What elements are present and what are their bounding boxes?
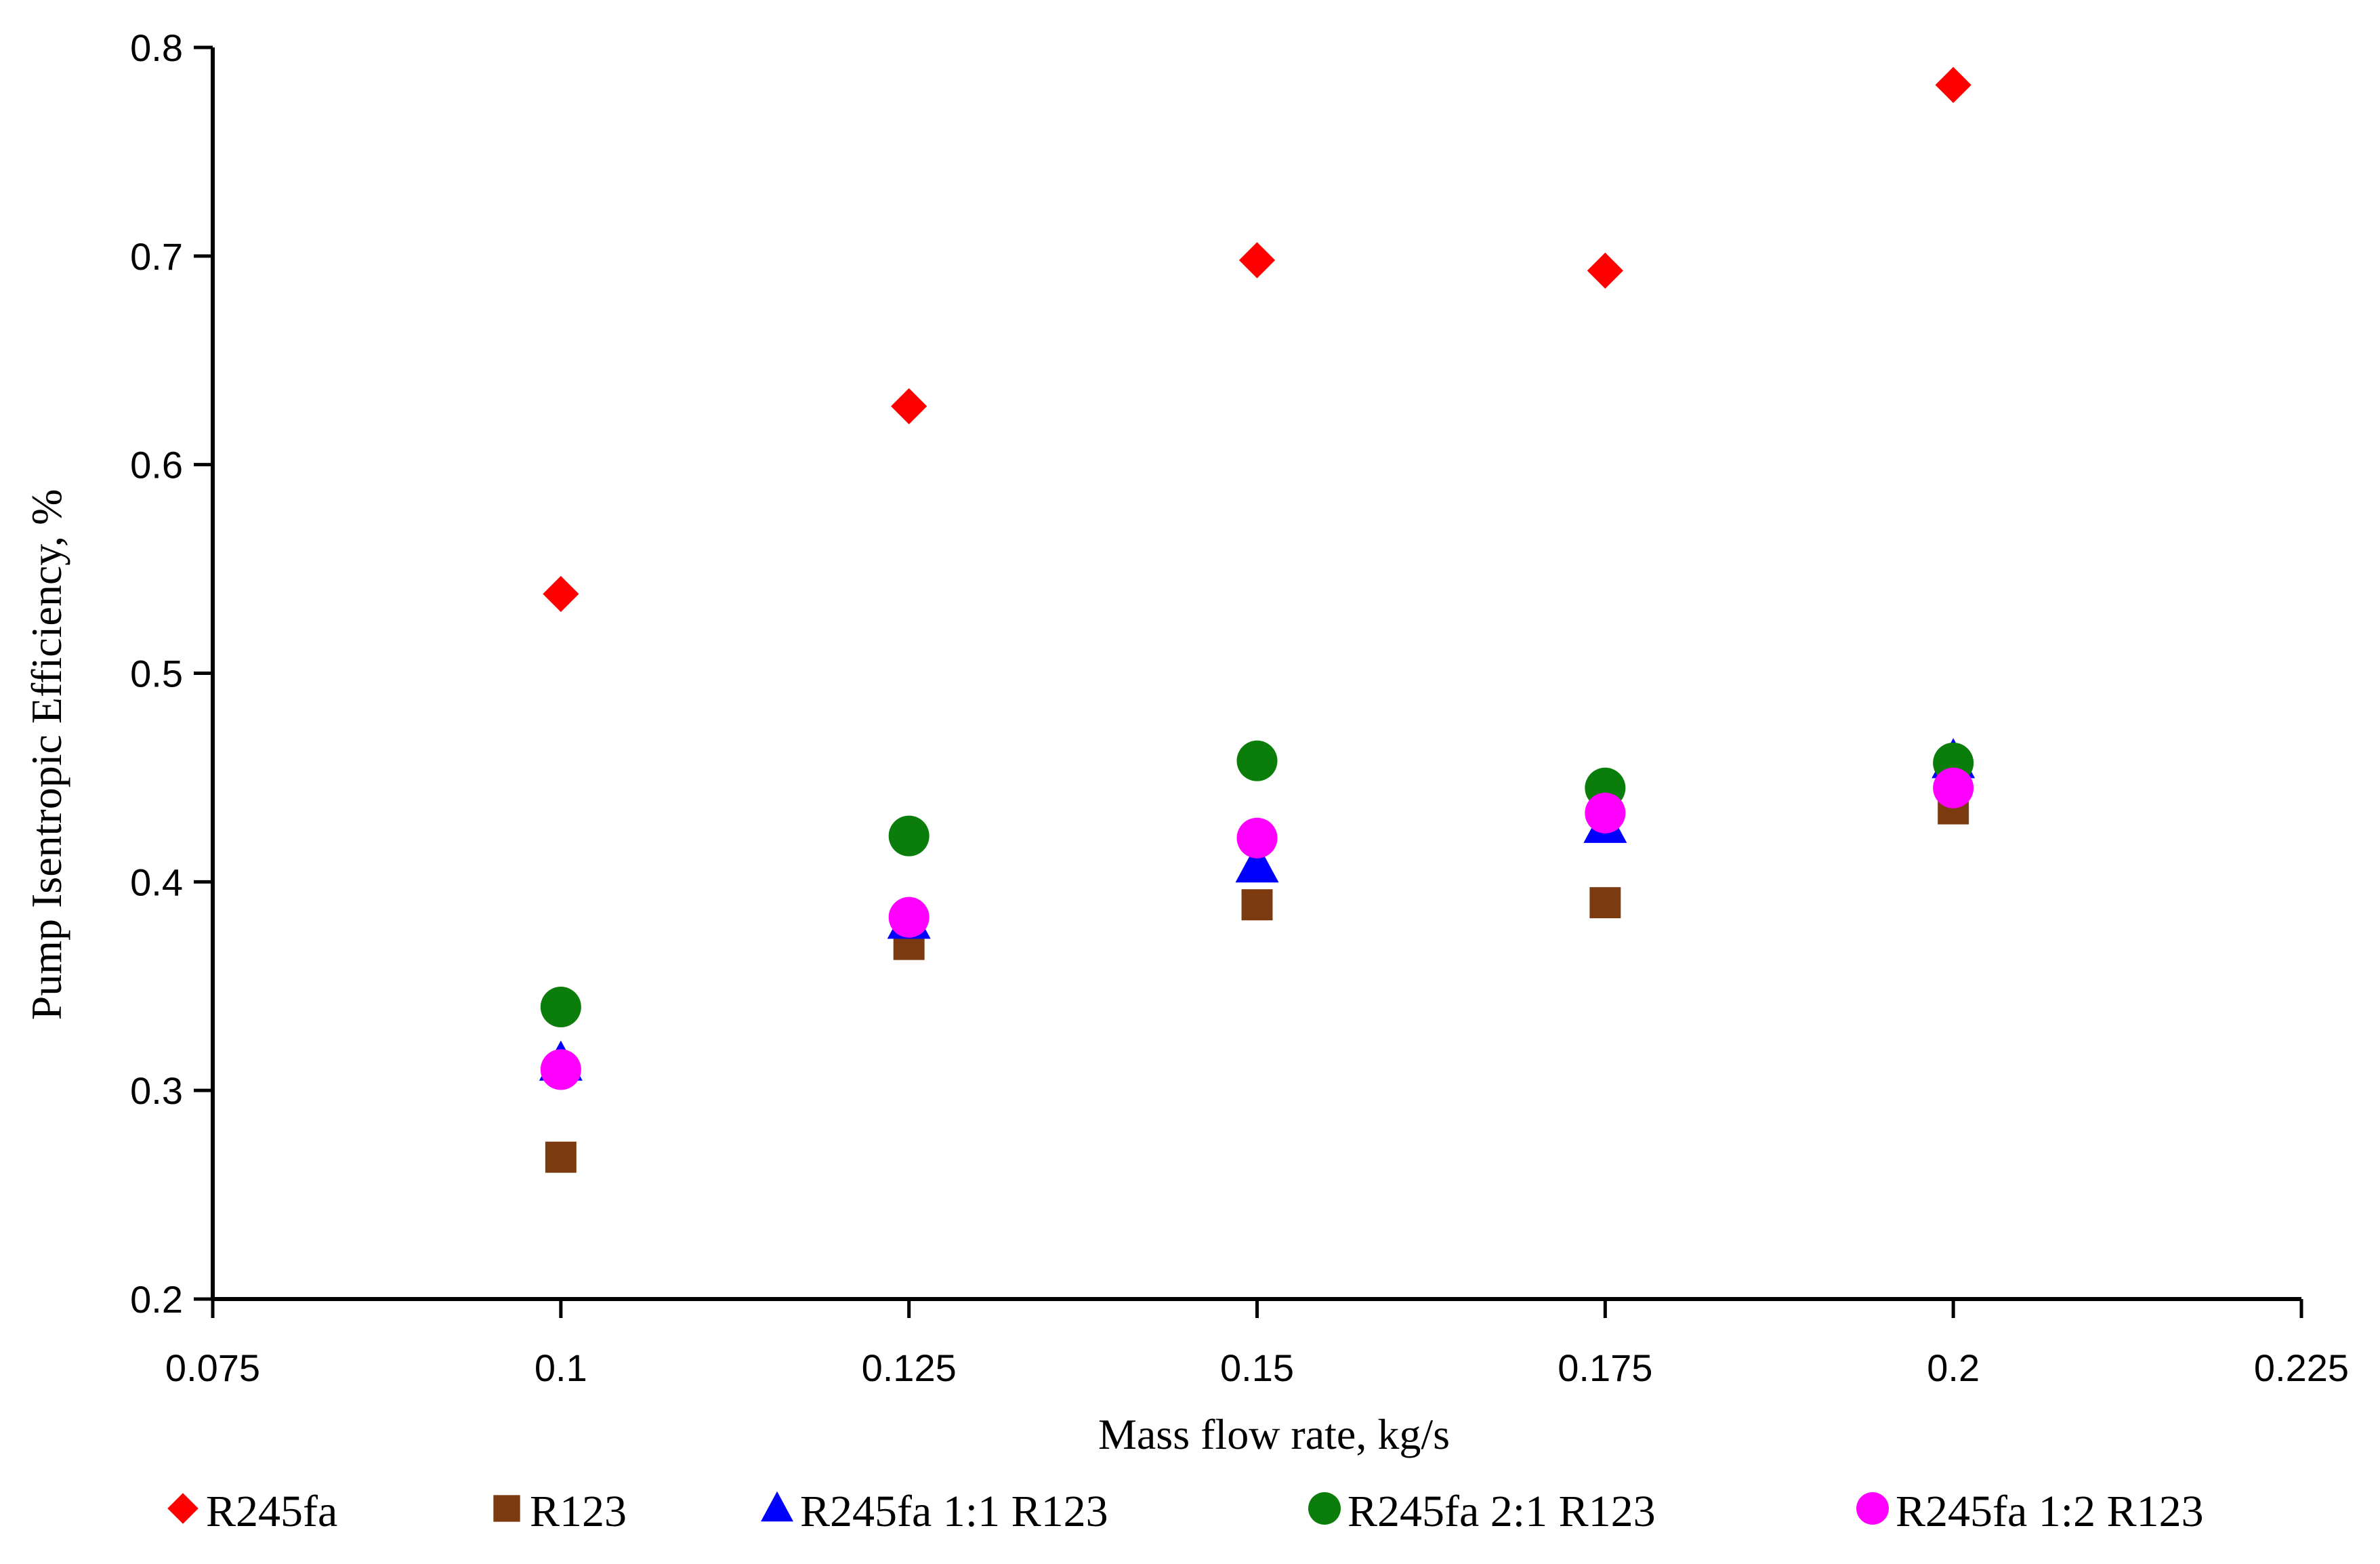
x-ticks: 0.075 0.1 0.125 0.15 0.175 0.2 0.225 [165, 1299, 2349, 1389]
legend-marker [1856, 1492, 1889, 1525]
x-tick-label: 0.125 [862, 1346, 957, 1389]
data-point [888, 897, 930, 938]
legend-marker [167, 1493, 199, 1524]
legend-item: R245fa 2:1 R123 [1308, 1487, 1656, 1536]
data-point [543, 575, 579, 613]
data-point [540, 1049, 581, 1090]
legend-label: R245fa [206, 1487, 337, 1536]
data-point [1935, 66, 1971, 104]
legend-item: R245fa [167, 1487, 337, 1536]
data-point [1241, 889, 1273, 921]
data-point [540, 987, 581, 1028]
data-point [1236, 740, 1278, 781]
y-tick-label: 0.7 [130, 235, 183, 278]
y-tick-label: 0.6 [130, 444, 183, 487]
legend: R245fa R123 R245fa 1:1 R123 R245fa 2:1 R123… [167, 1487, 2204, 1536]
legend-item: R245fa 1:2 R123 [1856, 1487, 2204, 1536]
x-tick-label: 0.175 [1558, 1346, 1652, 1389]
legend-item: R123 [493, 1487, 627, 1536]
legend-label: R245fa 1:2 R123 [1896, 1487, 2204, 1536]
data-point [545, 1141, 577, 1173]
data-point [1238, 242, 1276, 279]
y-tick-label: 0.3 [130, 1069, 183, 1112]
legend-label: R123 [530, 1487, 627, 1536]
data-point [1587, 252, 1623, 289]
data-point [1236, 817, 1278, 859]
legend-label: R245fa 2:1 R123 [1348, 1487, 1656, 1536]
y-tick-label: 0.4 [130, 861, 183, 903]
y-axis-title: Pump Isentropic Efficiency, % [22, 489, 70, 1021]
x-tick-label: 0.15 [1220, 1346, 1294, 1389]
x-tick-label: 0.1 [535, 1346, 587, 1389]
data-point [1933, 767, 1974, 808]
data-point [888, 815, 930, 857]
y-ticks: 0.2 0.3 0.4 0.5 0.6 0.7 0.8 [130, 26, 213, 1321]
data-markers [539, 66, 1976, 1173]
legend-item: R245fa 1:1 R123 [761, 1487, 1108, 1536]
data-point [1585, 792, 1626, 834]
x-tick-label: 0.075 [165, 1346, 260, 1389]
x-tick-label: 0.2 [1927, 1346, 1980, 1389]
x-axis-title: Mass flow rate, kg/s [1098, 1410, 1450, 1458]
series-1 [543, 66, 1971, 613]
legend-label: R245fa 1:1 R123 [800, 1487, 1108, 1536]
x-tick-label: 0.225 [2254, 1346, 2349, 1389]
legend-marker [493, 1495, 520, 1522]
y-tick-label: 0.5 [130, 653, 183, 695]
axes [211, 47, 2301, 1301]
y-tick-label: 0.8 [130, 26, 183, 69]
series-4 [540, 740, 1974, 1028]
legend-marker [1308, 1492, 1341, 1525]
data-point [1589, 887, 1621, 919]
series-5 [540, 767, 1974, 1090]
y-tick-label: 0.2 [130, 1278, 183, 1321]
data-point [1235, 842, 1279, 883]
legend-marker [761, 1491, 793, 1522]
data-point [891, 388, 927, 425]
